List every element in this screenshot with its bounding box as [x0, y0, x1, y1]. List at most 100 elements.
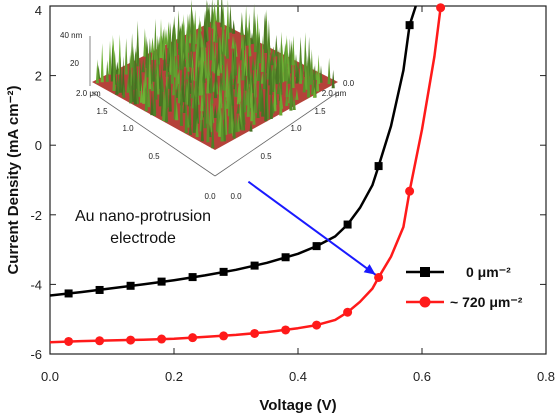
afm-spike — [231, 35, 235, 49]
afm-spike — [230, 104, 234, 134]
afm-spike — [269, 59, 273, 95]
afm-spike — [153, 77, 157, 114]
afm-spike — [170, 26, 175, 61]
afm-spike — [271, 46, 275, 58]
afm-spike — [220, 103, 224, 142]
afm-spike — [327, 57, 331, 85]
legend: 0 μm⁻² ~ 720 μm⁻² — [406, 264, 523, 310]
afm-spike — [252, 102, 256, 125]
afm-spike — [178, 35, 182, 71]
afm-spike — [240, 12, 244, 36]
afm-spike — [299, 61, 303, 84]
afm-spike — [153, 96, 157, 116]
afm-spike — [232, 19, 236, 34]
series-markers — [64, 3, 446, 346]
inset-left-tick-label: 0.5 — [148, 152, 160, 161]
afm-spike — [230, 44, 235, 79]
afm-spike — [233, 37, 237, 76]
afm-spike — [256, 13, 260, 47]
inset-right-tick-label: 2.0 μm — [322, 89, 347, 98]
afm-spike — [299, 36, 303, 69]
afm-spike — [211, 118, 215, 149]
afm-spike — [236, 83, 240, 105]
afm-spike — [331, 69, 335, 89]
data-point-square — [405, 21, 414, 30]
afm-spike — [211, 32, 215, 72]
afm-spike — [214, 21, 218, 43]
annotation-arrow — [247, 180, 377, 276]
y-tick-label: -6 — [30, 347, 42, 362]
axis-ticks: 0.0 0.2 0.4 0.6 0.8 -6 -4 -2 0 2 4 — [30, 3, 555, 384]
afm-spike — [283, 54, 287, 82]
afm-spike — [153, 18, 157, 60]
data-point-circle — [64, 336, 74, 346]
afm-spike — [236, 101, 240, 114]
afm-spike — [257, 27, 262, 64]
afm-spike — [225, 28, 229, 59]
afm-spike — [266, 53, 270, 80]
afm-spike — [287, 72, 291, 84]
afm-spike — [186, 59, 190, 72]
legend-label-0: 0 μm⁻² — [466, 264, 511, 280]
afm-spike — [100, 43, 104, 83]
data-point-square — [188, 273, 197, 282]
afm-spike — [185, 29, 189, 69]
afm-spike — [276, 80, 280, 95]
afm-spike — [146, 40, 150, 78]
data-point-square — [219, 267, 228, 276]
afm-spike — [162, 26, 166, 60]
inset-left-tick-label: 1.5 — [96, 107, 108, 116]
data-point-square — [250, 261, 259, 270]
afm-spike — [209, 61, 213, 94]
afm-spike — [256, 102, 260, 118]
afm-spike — [152, 47, 156, 82]
afm-spike — [216, 62, 220, 76]
arrow-head — [363, 264, 376, 275]
afm-spike — [244, 40, 248, 76]
afm-spike — [130, 33, 134, 68]
y-tick-label: 2 — [35, 69, 42, 84]
afm-spike — [232, 114, 236, 139]
afm-spike — [156, 54, 160, 95]
afm-spike — [247, 13, 251, 46]
inset-left-axis — [91, 91, 216, 177]
afm-spike — [217, 32, 221, 70]
afm-spike — [307, 59, 311, 98]
afm-spike — [267, 19, 271, 56]
y-tick-label: 4 — [35, 3, 42, 18]
afm-spike — [195, 55, 199, 97]
annotation-label-line2: electrode — [110, 230, 176, 247]
data-point-square — [312, 242, 321, 251]
afm-spike — [249, 121, 253, 132]
afm-spike — [180, 46, 185, 69]
data-point-circle — [95, 336, 105, 346]
afm-spike — [183, 99, 187, 113]
data-point-circle — [312, 320, 322, 330]
inset-back-tick-label: 0.0 — [343, 79, 355, 88]
afm-spike — [261, 35, 265, 72]
afm-spike — [302, 77, 306, 93]
afm-spike — [222, 49, 226, 91]
afm-spike — [164, 93, 169, 123]
afm-spike — [175, 85, 179, 98]
afm-spike — [172, 40, 176, 78]
afm-spike — [133, 72, 137, 105]
afm-spike — [198, 67, 202, 96]
afm-spike — [188, 90, 192, 126]
afm-spike — [142, 78, 146, 104]
afm-spike — [236, 113, 240, 132]
data-point-circle — [250, 328, 260, 338]
afm-spike — [275, 52, 280, 85]
afm-spike — [262, 49, 267, 89]
afm-spike — [285, 75, 289, 98]
afm-spike — [269, 79, 273, 119]
inset-left-tick-label: 0.0 — [204, 192, 216, 201]
afm-spike — [226, 60, 230, 101]
inset-z-tick-label: 20 — [70, 59, 79, 68]
afm-spike — [219, 48, 223, 74]
afm-spike — [289, 74, 293, 111]
afm-spike — [203, 14, 207, 48]
afm-spike — [121, 56, 125, 96]
afm-spike — [264, 80, 268, 122]
